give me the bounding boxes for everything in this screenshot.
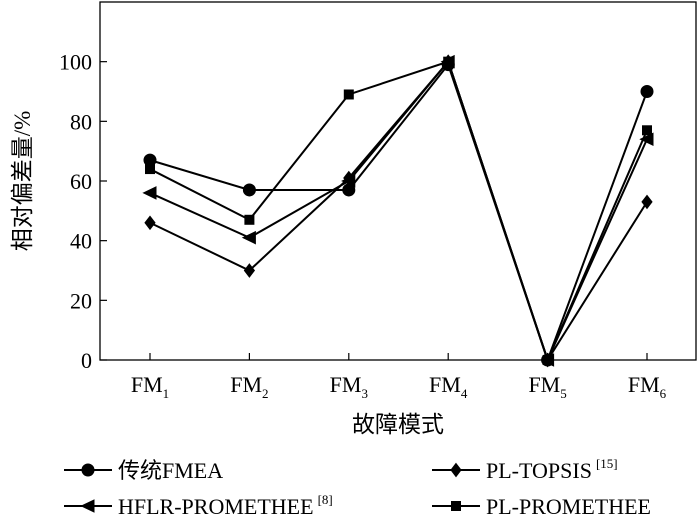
legend-label: HFLR-PROMETHEE [8] <box>118 492 333 519</box>
data-point <box>641 194 653 210</box>
y-tick-label: 60 <box>70 169 92 194</box>
series-1 <box>143 58 654 367</box>
y-tick-label: 80 <box>70 109 92 134</box>
series-line <box>149 59 648 363</box>
data-point <box>142 186 157 200</box>
series-layer <box>142 54 654 368</box>
legend-label: 传统FMEA <box>118 458 223 483</box>
legend-marker <box>450 462 462 478</box>
legend-marker <box>81 463 95 477</box>
data-point <box>341 174 356 188</box>
series-3 <box>142 54 654 367</box>
legend-label: PL-TOPSIS [15] <box>486 456 618 483</box>
y-axis: 0 20 40 60 80 100 <box>59 50 107 373</box>
plot-frame <box>99 1 697 361</box>
x-tick-label: FM6 <box>628 372 667 401</box>
legend-marker <box>451 501 461 511</box>
legend-item: HFLR-PROMETHEE [8] <box>64 492 333 519</box>
series-2 <box>144 54 653 368</box>
y-tick-label: 0 <box>81 348 92 373</box>
series-4 <box>145 56 652 365</box>
legend-item: PL-TOPSIS [15] <box>432 456 618 483</box>
data-point <box>639 132 654 147</box>
x-axis: FM1 FM2 FM3 FM4 FM5 FM6 <box>131 353 667 401</box>
data-point <box>242 183 256 197</box>
x-tick-label: FM3 <box>330 372 368 401</box>
x-tick-label: FM4 <box>429 372 468 401</box>
data-point <box>542 355 553 365</box>
data-point <box>241 230 256 245</box>
y-axis-title: 相对偏差量/% <box>10 111 35 252</box>
series-line <box>149 62 648 364</box>
data-point <box>642 125 652 136</box>
data-point <box>244 214 255 225</box>
x-tick-label: FM2 <box>230 372 268 401</box>
data-point <box>640 85 654 98</box>
legend-item: 传统FMEA <box>64 458 223 483</box>
y-tick-label: 100 <box>59 50 92 75</box>
x-axis-title: 故障模式 <box>352 412 444 437</box>
series-line <box>149 59 648 363</box>
data-point <box>145 164 155 175</box>
x-tick-label: FM5 <box>528 372 566 401</box>
x-tick-label: FM1 <box>131 372 169 401</box>
legend: 传统FMEA PL-TOPSIS [15] HFLR-PROMETHEE [8] PL-P… <box>64 456 651 519</box>
y-tick-label: 40 <box>70 229 92 254</box>
data-point <box>343 89 354 100</box>
legend-marker <box>80 499 95 513</box>
data-point <box>144 215 156 231</box>
legend-item: PL-PROMETHEE <box>432 494 651 519</box>
legend-label: PL-PROMETHEE <box>486 494 651 519</box>
data-point <box>443 56 454 67</box>
y-tick-label: 20 <box>70 288 92 313</box>
series-line <box>149 60 648 363</box>
data-point <box>243 263 256 278</box>
